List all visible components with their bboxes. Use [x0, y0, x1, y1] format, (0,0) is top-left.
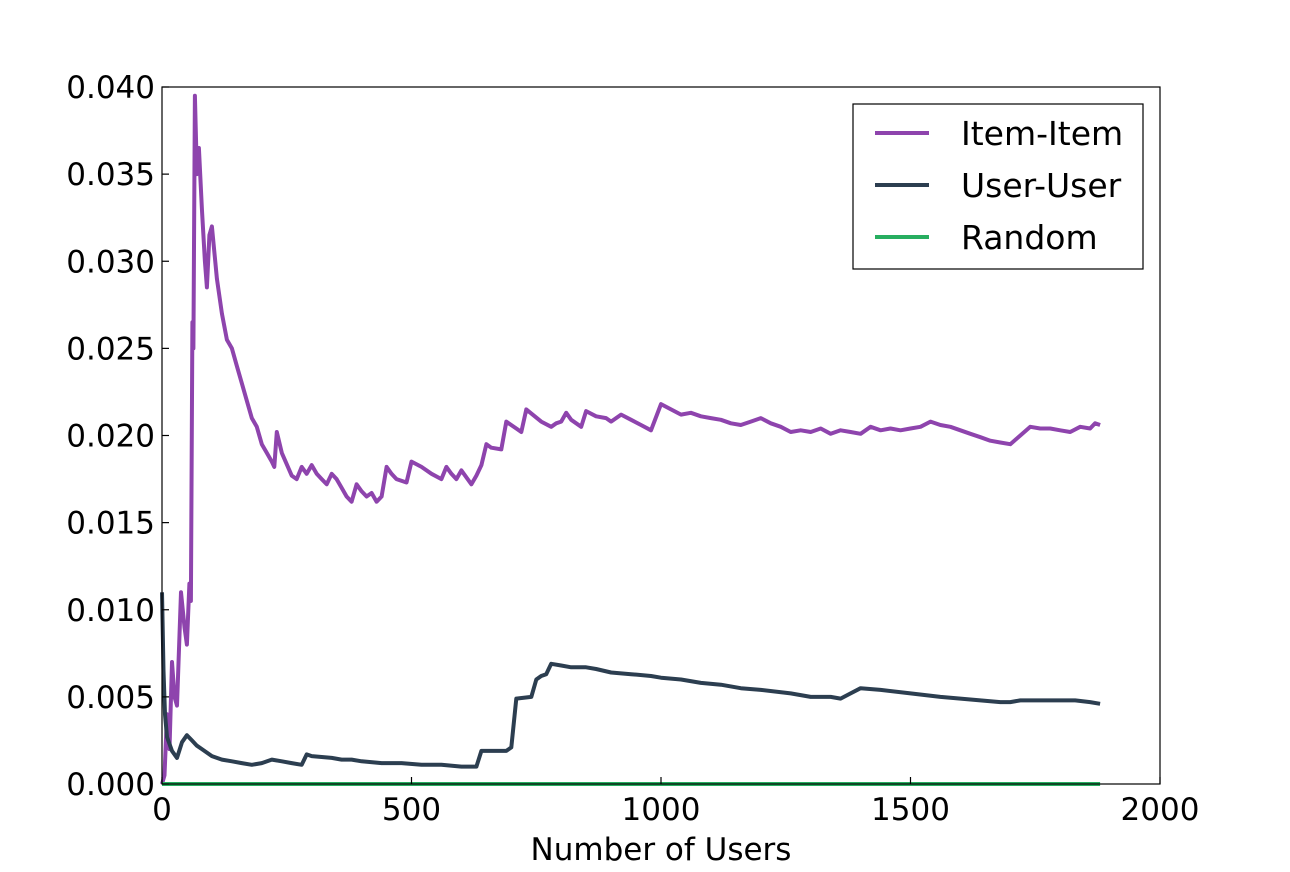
- x-tick-label: 0: [152, 792, 172, 828]
- legend-label: Item-Item: [961, 114, 1123, 153]
- series-line-item-item: [160, 93, 1101, 785]
- x-axis-title: Number of Users: [531, 832, 792, 868]
- y-tick-label: 0.020: [66, 419, 155, 455]
- y-tick-label: 0.030: [66, 244, 155, 280]
- y-tick-label: 0.040: [66, 70, 155, 106]
- legend-label: Random: [961, 218, 1098, 257]
- x-tick-label: 1500: [871, 792, 950, 828]
- y-tick-label: 0.025: [66, 331, 155, 367]
- y-axis: 0.000 0.005 0.010 0.015 0.020 0.025 0.030 0.035…: [66, 70, 169, 803]
- y-tick-label: 0.005: [66, 680, 155, 716]
- y-tick-label: 0.015: [66, 506, 155, 542]
- legend: Item-Item User-User Random: [852, 103, 1144, 270]
- y-tick-label: 0.000: [66, 767, 155, 803]
- x-tick-label: 2000: [1121, 792, 1200, 828]
- x-tick-label: 1000: [622, 792, 701, 828]
- series-line-user-user: [160, 592, 1101, 769]
- legend-label: User-User: [961, 166, 1122, 205]
- x-tick-label: 500: [382, 792, 441, 828]
- y-tick-label: 0.010: [66, 593, 155, 629]
- y-tick-label: 0.035: [66, 157, 155, 193]
- x-axis: 0 500 1000 1500 2000: [152, 777, 1199, 828]
